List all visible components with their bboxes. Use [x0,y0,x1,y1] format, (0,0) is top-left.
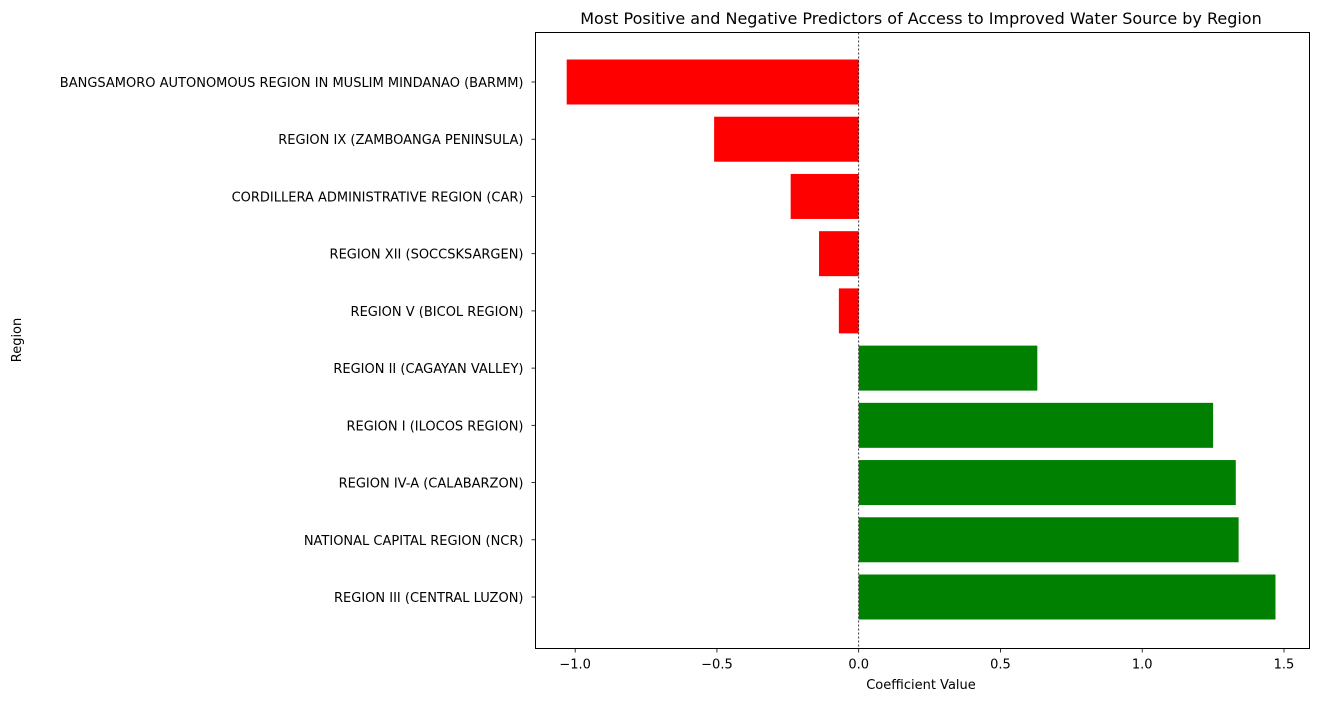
bar [566,59,859,105]
x-axis-label: Coefficient Value [866,678,976,693]
plot-frame [535,32,1310,649]
y-tick-label: REGION IX (ZAMBOANGA PENINSULA) [278,133,523,148]
bar [819,231,859,277]
y-tick-label: REGION I (ILOCOS REGION) [346,419,523,434]
y-tick-label: BANGSAMORO AUTONOMOUS REGION IN MUSLIM M… [60,76,524,91]
bar [858,345,1038,391]
x-tick-label: −1.0 [559,658,591,673]
chart-title: Most Positive and Negative Predictors of… [580,9,1261,28]
y-tick-label: REGION V (BICOL REGION) [351,305,524,320]
y-axis-label: Region [10,318,25,363]
bar [858,460,1236,506]
y-axis-ticks: BANGSAMORO AUTONOMOUS REGION IN MUSLIM M… [60,76,536,606]
bars-group [566,59,1276,620]
y-tick-label: CORDILLERA ADMINISTRATIVE REGION (CAR) [232,190,524,205]
x-tick-label: 0.5 [990,658,1011,673]
y-tick-label: REGION III (CENTRAL LUZON) [334,591,524,606]
bar [790,173,859,219]
x-axis-ticks: −1.0 −0.5 0.0 0.5 1.0 1.5 [559,648,1295,673]
y-tick-label: REGION XII (SOCCSKSARGEN) [330,248,524,263]
bar [838,288,859,334]
x-tick-label: −0.5 [701,658,733,673]
y-tick-label: REGION II (CAGAYAN VALLEY) [333,362,523,377]
bar [858,517,1239,563]
x-tick-label: 1.0 [1132,658,1153,673]
bar [858,402,1214,448]
x-tick-label: 1.5 [1274,658,1295,673]
y-tick-label: NATIONAL CAPITAL REGION (NCR) [304,534,524,549]
bar [858,574,1276,620]
y-tick-label: REGION IV-A (CALABARZON) [339,477,524,492]
x-tick-label: 0.0 [848,658,869,673]
bar [714,116,859,162]
